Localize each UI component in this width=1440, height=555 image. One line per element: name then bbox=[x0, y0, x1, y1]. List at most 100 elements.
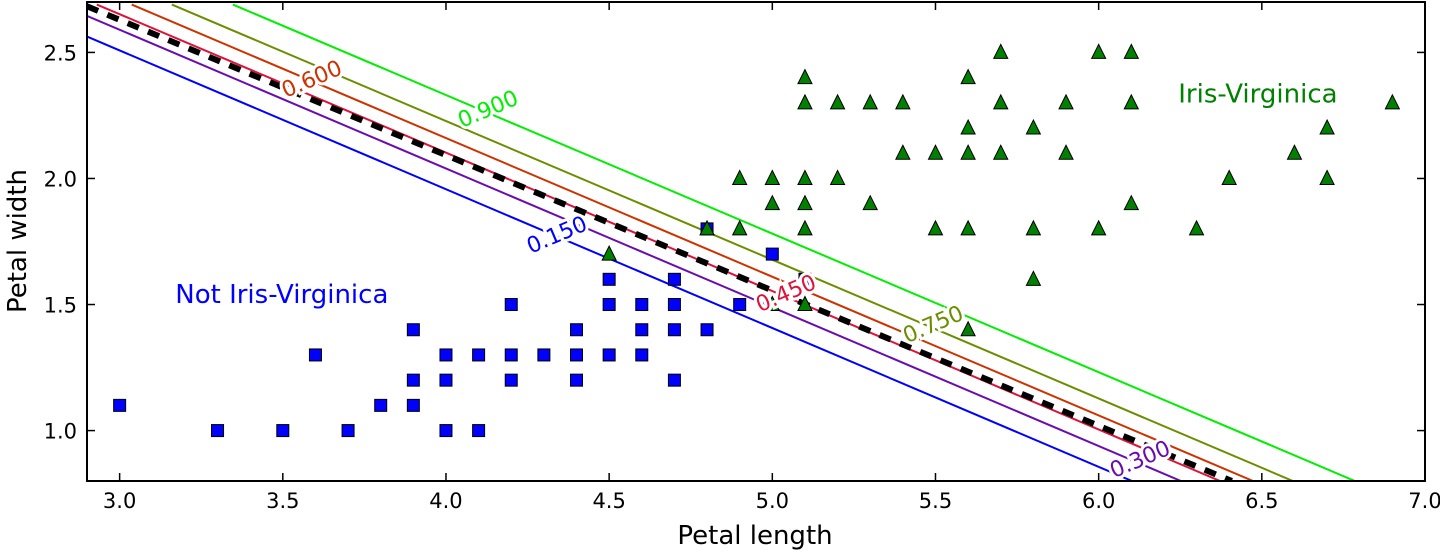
square-point bbox=[537, 348, 551, 362]
triangle-point bbox=[992, 43, 1009, 59]
square-point bbox=[374, 398, 388, 412]
y-tick-label: 2.0 bbox=[44, 167, 77, 191]
x-tick-label: 4.5 bbox=[592, 489, 625, 513]
triangle-point bbox=[960, 320, 976, 337]
decision-boundary-line bbox=[87, 3, 1233, 481]
triangle-point bbox=[927, 144, 944, 160]
square-point bbox=[635, 298, 649, 312]
x-tick-label: 4.0 bbox=[429, 489, 462, 513]
triangle-point bbox=[764, 194, 781, 211]
square-point bbox=[439, 348, 453, 362]
square-point bbox=[765, 247, 779, 261]
square-point bbox=[341, 424, 355, 438]
triangle-point bbox=[1123, 93, 1140, 110]
triangle-point bbox=[1384, 93, 1401, 110]
triangle-point bbox=[797, 93, 813, 110]
triangle-point bbox=[1123, 194, 1140, 211]
triangle-point bbox=[1058, 93, 1074, 110]
square-point bbox=[667, 272, 681, 286]
triangle-point bbox=[797, 68, 813, 85]
triangle-point bbox=[960, 68, 976, 85]
contour-lines bbox=[87, 3, 1356, 481]
triangle-point bbox=[862, 194, 879, 211]
annotation-label: Iris-Virginica bbox=[1178, 79, 1337, 109]
square-point bbox=[113, 398, 127, 412]
square-point bbox=[406, 323, 420, 337]
triangle-point bbox=[992, 93, 1009, 110]
triangle-point bbox=[960, 144, 976, 160]
triangle-point bbox=[764, 295, 781, 312]
decision-boundary bbox=[87, 3, 1233, 481]
square-point bbox=[406, 398, 420, 412]
square-point bbox=[570, 348, 584, 362]
triangle-point bbox=[960, 219, 976, 236]
triangle-point bbox=[960, 118, 976, 135]
annotation-label: Not Iris-Virginica bbox=[175, 280, 388, 310]
triangle-point bbox=[1058, 144, 1074, 160]
plot-frame bbox=[86, 1, 1426, 482]
data-points bbox=[113, 43, 1401, 438]
square-point bbox=[504, 373, 518, 387]
triangle-point bbox=[731, 169, 748, 185]
square-point bbox=[439, 424, 453, 438]
y-tick-label: 2.5 bbox=[44, 41, 77, 65]
triangle-point bbox=[797, 219, 813, 236]
triangle-point bbox=[927, 219, 944, 236]
triangle-point bbox=[797, 194, 813, 211]
square-point bbox=[504, 348, 518, 362]
triangle-point bbox=[829, 93, 846, 110]
axis-ticks: 3.0 3.5 4.0 4.5 5.0 5.5 6.0 6.5 7.0 1.0 1.5 2.0 2.5 bbox=[44, 2, 1440, 513]
triangle-point bbox=[699, 219, 715, 236]
square-point bbox=[308, 348, 322, 362]
triangle-point bbox=[601, 244, 617, 261]
square-point bbox=[635, 323, 649, 337]
triangle-point bbox=[992, 144, 1009, 160]
contour-line-0.750 bbox=[171, 3, 1294, 481]
triangle-point bbox=[797, 295, 813, 312]
square-point bbox=[570, 373, 584, 387]
x-tick-label: 6.5 bbox=[1245, 489, 1278, 513]
y-tick-label: 1.0 bbox=[44, 420, 77, 444]
x-tick-label: 6.0 bbox=[1082, 489, 1115, 513]
triangle-point bbox=[1025, 270, 1042, 286]
square-point bbox=[700, 323, 714, 337]
square-point bbox=[667, 298, 681, 312]
contour-label: 0.300 bbox=[1106, 436, 1174, 484]
square-point bbox=[406, 373, 420, 387]
contour-label: 0.150 bbox=[523, 212, 591, 260]
contour-line-0.300 bbox=[87, 14, 1182, 481]
triangle-point bbox=[731, 219, 748, 236]
triangle-point bbox=[764, 169, 781, 185]
square-point bbox=[276, 424, 290, 438]
square-point bbox=[602, 272, 616, 286]
x-tick-label: 5.0 bbox=[756, 489, 789, 513]
triangle-point bbox=[1188, 219, 1205, 236]
square-point bbox=[439, 373, 453, 387]
contour-line-0.900 bbox=[232, 3, 1356, 481]
square-point bbox=[798, 272, 812, 286]
triangle-point bbox=[829, 169, 846, 185]
triangle-point bbox=[1286, 144, 1303, 160]
contour-line-0.600 bbox=[131, 3, 1254, 481]
y-tick-label: 1.5 bbox=[44, 294, 77, 318]
x-axis-label: Petal length bbox=[677, 521, 832, 551]
annotations: Not Iris-Virginica Iris-Virginica bbox=[175, 79, 1337, 310]
x-tick-label: 7.0 bbox=[1408, 489, 1440, 513]
square-point bbox=[472, 424, 486, 438]
square-point bbox=[635, 348, 649, 362]
x-tick-label: 3.0 bbox=[103, 489, 136, 513]
triangle-point bbox=[1221, 169, 1238, 185]
triangle-point bbox=[1319, 118, 1335, 135]
triangle-point bbox=[1090, 219, 1107, 236]
triangle-point bbox=[797, 169, 813, 185]
y-axis-label: Petal width bbox=[3, 169, 33, 313]
triangle-point bbox=[1025, 219, 1042, 236]
triangle-point bbox=[895, 93, 911, 110]
contour-label: 0.900 bbox=[454, 86, 522, 134]
square-point bbox=[211, 424, 225, 438]
triangle-point bbox=[895, 144, 911, 160]
square-point bbox=[570, 323, 584, 337]
x-tick-label: 5.5 bbox=[919, 489, 952, 513]
triangle-point bbox=[1025, 118, 1042, 135]
